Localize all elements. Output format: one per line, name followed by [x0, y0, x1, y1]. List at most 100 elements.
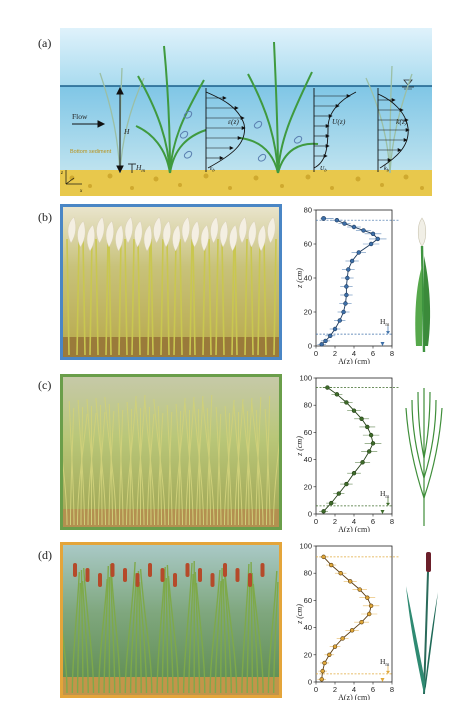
photo-c-blade [157, 405, 162, 526]
data-point [323, 338, 328, 344]
photo-d-blade [103, 565, 109, 694]
photo-c-blade [70, 407, 75, 526]
photo-c-blade [273, 440, 279, 526]
photo-b-stem [166, 238, 170, 356]
photo-c-blade [99, 404, 103, 526]
photo-c-blade [157, 412, 164, 526]
y-tick-label: 0 [308, 342, 312, 351]
data-point [337, 318, 342, 323]
tke-bed-label: kb [384, 166, 390, 173]
photo-c-blade [166, 404, 173, 526]
photo-d-blade [80, 569, 84, 694]
photo-c-blade [175, 403, 183, 526]
velocity-profile [313, 88, 357, 172]
data-point [360, 460, 365, 465]
panel-label-d: (d) [38, 548, 52, 562]
photo-b-stem [179, 238, 183, 356]
velocity-arrows [314, 94, 351, 158]
data-point [334, 218, 340, 223]
bed-marker [380, 678, 385, 682]
photo-d-cattail-head [123, 568, 127, 582]
hm-label: Hm [380, 489, 389, 500]
photo-c-blade [119, 409, 124, 526]
data-point [346, 267, 351, 272]
photo-d-cattail-head [110, 563, 115, 577]
photo-c-blade [153, 398, 166, 526]
photo-c-blade [197, 408, 201, 526]
epsilon-label: ε(z) [228, 117, 239, 126]
photo-d-cattail-head [73, 563, 77, 577]
sky-band [60, 28, 432, 86]
depth-label: H [123, 127, 130, 136]
photo-d-blade [214, 580, 222, 694]
photo-b-stem [231, 238, 235, 356]
photo-c-blade [255, 409, 260, 526]
x-axis-label: A(z) (cm) [338, 693, 370, 700]
photo-d [60, 542, 282, 698]
photo-b-spathe [153, 216, 162, 244]
bed-marker [380, 510, 385, 514]
photo-b-spathe [96, 216, 105, 244]
data-point [344, 400, 349, 405]
photo-d-blade [195, 582, 206, 694]
photo-c-blade [242, 403, 253, 526]
data-point [366, 611, 372, 617]
photo-c-blade [104, 396, 117, 526]
photo-c-blade [148, 406, 152, 526]
photo-d-blade [110, 574, 121, 694]
tke-arrows [378, 98, 410, 162]
plant-icon-d [406, 552, 438, 695]
photo-b-stem [273, 238, 277, 356]
photo-b-spathe [267, 216, 276, 244]
photo-c-blade [206, 394, 213, 526]
photo-c-blade [233, 404, 243, 526]
data-point [366, 449, 372, 454]
photo-d-blade [161, 566, 166, 694]
photo-b-stem [202, 238, 206, 356]
photo-c-blade [224, 399, 235, 526]
x-tick-label: 4 [352, 517, 356, 526]
data-point [332, 644, 338, 649]
flow-arrow [72, 120, 106, 128]
photo-d-cattail-head [248, 573, 252, 587]
axis-z-label: z [60, 171, 63, 176]
photo-d-blade [252, 583, 264, 694]
photo-b-spathe [115, 224, 124, 252]
photo-c-blade [129, 408, 133, 526]
sediment-bed [60, 170, 432, 196]
photo-b-stem [82, 238, 86, 356]
photo-b-stem [263, 238, 267, 356]
photo-c-blade [77, 413, 88, 526]
photo-d-blade [129, 572, 137, 694]
photo-c-blade [206, 407, 211, 526]
photo-b-spathe [77, 220, 86, 248]
photo-b-spathe [257, 224, 266, 252]
top-data-point [321, 216, 326, 221]
photo-c-canopy [63, 394, 279, 527]
x-tick-label: 8 [390, 517, 394, 526]
photo-b-stem [244, 238, 248, 356]
hm-label: Hm [380, 657, 389, 668]
photo-c-blade [87, 412, 97, 526]
data-point [344, 284, 349, 289]
photo-c-blade [227, 412, 231, 526]
data-point [328, 333, 333, 339]
data-point [342, 221, 347, 226]
data-point [343, 301, 348, 306]
photo-d-blade [109, 563, 116, 694]
y-tick-label: 100 [299, 374, 312, 383]
photo-c-blade [196, 395, 204, 526]
photo-d-blade [63, 630, 68, 694]
photo-b-stem [95, 238, 99, 356]
y-tick-label: 0 [308, 510, 312, 519]
photo-b-spathe [191, 220, 200, 248]
photo-b-stem [192, 238, 196, 356]
y-tick-label: 20 [304, 650, 312, 659]
photo-b-stem [215, 238, 219, 356]
y-tick-label: 20 [304, 308, 312, 317]
photo-d-blade [135, 583, 138, 694]
y-tick-label: 20 [304, 482, 312, 491]
panel-label-a: (a) [38, 36, 52, 50]
photo-b-stem [89, 238, 93, 356]
